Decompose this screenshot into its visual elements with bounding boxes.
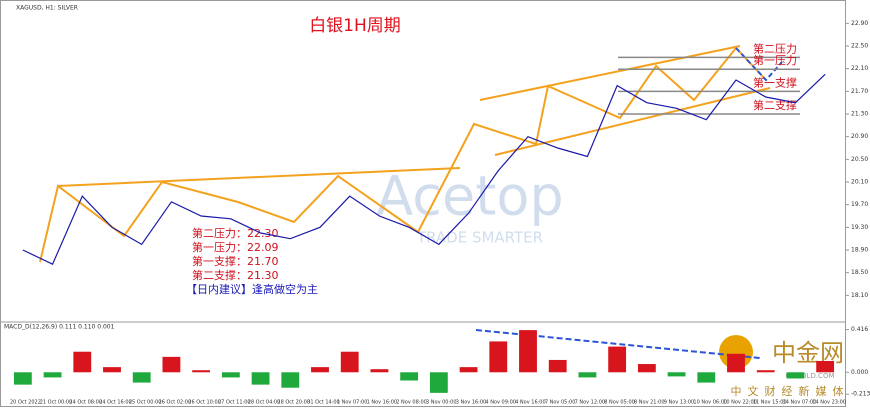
macd-bar	[370, 369, 389, 373]
x-tick-label: 3 Nov 16:00	[456, 400, 487, 406]
x-tick-label: 4 Nov 16:00	[515, 400, 546, 406]
x-tick-label: 4 Nov 09:00	[485, 400, 516, 406]
level-label: 第一支撑：21.70	[192, 254, 279, 268]
chart-title: 白银1H周期	[309, 16, 401, 36]
macd-bar	[103, 367, 121, 373]
x-tick-label: 26 Oct 10:00	[188, 400, 221, 406]
watermark: Acetop TRADE SMARTER	[376, 165, 563, 247]
level-name: 第二压力	[753, 41, 797, 55]
y-tick-label: 22.10	[851, 65, 868, 72]
macd-bar	[816, 360, 835, 373]
site-url: CNGOLD.COM	[785, 372, 834, 380]
x-tick-label: 24 Oct 08:00	[69, 400, 102, 406]
macd-bar	[519, 330, 537, 373]
macd-bar	[489, 341, 508, 373]
macd-bar	[311, 367, 329, 373]
y-tick-label: 22.50	[851, 43, 868, 50]
y-tick-label: 18.90	[851, 247, 868, 254]
macd-bar	[192, 370, 211, 373]
level-name: 第一支撑	[753, 75, 797, 89]
price-line	[22, 73, 826, 265]
x-tick-label: 26 Oct 02:00	[159, 400, 192, 406]
macd-bar	[43, 372, 62, 378]
x-tick-label: 25 Oct 00:00	[129, 400, 162, 406]
x-tick-label: 2 Nov 08:00	[396, 400, 427, 406]
macd-bar	[340, 351, 359, 373]
forecast-path	[735, 47, 783, 82]
macd-label: MACD_D(12,26,9) 0.111 0.110 0.001	[4, 324, 115, 331]
y-tick-label: 21.70	[851, 88, 868, 95]
x-tick-label: 8 Nov 21:00	[634, 400, 665, 406]
y-tick-label: 20.90	[851, 133, 868, 140]
x-tick-label: 27 Oct 11:00	[218, 400, 251, 406]
level-name: 第二支撑	[753, 98, 797, 112]
frame	[0, 0, 846, 407]
x-tick-label: 20 Oct 2022	[10, 400, 41, 406]
watermark-brand: Acetop	[376, 165, 563, 228]
macd-bar	[400, 372, 419, 381]
x-tick-label: 9 Nov 13:00	[664, 400, 695, 406]
x-tick-label: 14 Nov 07:00	[783, 400, 817, 406]
macd-bar	[637, 364, 656, 373]
x-tick-label: 10 Nov 22:00	[723, 400, 757, 406]
macd-bar	[251, 372, 270, 385]
macd-bar	[578, 372, 597, 378]
macd-bar	[548, 359, 567, 373]
y-tick-label: 19.30	[851, 224, 868, 231]
macd-bar	[697, 372, 716, 383]
wave-path	[39, 46, 767, 263]
x-tick-label: 3 Nov 00:00	[426, 400, 457, 406]
advice: 【日内建议】逢高做空为主	[186, 282, 318, 296]
macd-bar	[281, 372, 300, 388]
x-tick-label: 1 Nov 07:00	[337, 400, 368, 406]
y-tick-label: 20.10	[851, 179, 868, 186]
x-tick-label: 11 Nov 15:00	[753, 400, 787, 406]
y-tick-label: -0.213	[851, 391, 870, 398]
symbol-header: XAGUSD, H1: SILVER	[16, 5, 78, 12]
site-tag: 中文财经新媒体	[731, 384, 850, 398]
x-tick-label: 31 Oct 14:00	[307, 400, 340, 406]
trend-line	[57, 167, 461, 187]
x-tick-label: 7 Nov 05:00	[545, 400, 576, 406]
x-tick-label: 14 Nov 23:00	[812, 400, 846, 406]
macd-bar	[221, 372, 240, 378]
watermark-slogan: TRADE SMARTER	[416, 229, 543, 247]
y-tick-label: 0.416	[851, 326, 868, 333]
x-tick-label: 28 Oct 04:00	[248, 400, 281, 406]
macd-bar	[756, 370, 775, 373]
macd-bar	[73, 351, 92, 373]
macd-bar	[459, 367, 478, 373]
level-label: 第二压力：22.30	[192, 226, 279, 240]
x-tick-label: 21 Oct 00:00	[40, 400, 73, 406]
level-name: 第一压力	[753, 53, 797, 67]
x-tick-label: 7 Nov 12:00	[575, 400, 606, 406]
macd-bar	[13, 372, 32, 385]
y-tick-label: 21.30	[851, 111, 868, 118]
y-tick-label: 20.50	[851, 156, 868, 163]
y-tick-label: 18.10	[851, 292, 868, 299]
macd-bar	[667, 372, 686, 377]
x-tick-label: 28 Oct 20:00	[277, 400, 310, 406]
macd-bar	[786, 372, 805, 379]
channel-bottom	[494, 87, 771, 156]
macd-bar	[162, 356, 181, 373]
macd-bar	[727, 353, 745, 373]
trend-channels	[39, 45, 771, 263]
macd-bar	[429, 372, 448, 393]
y-tick-label: 0.000	[851, 369, 868, 376]
x-tick-label: 1 Nov 16:00	[367, 400, 398, 406]
x-tick-label: 8 Nov 05:00	[604, 400, 635, 406]
y-tick-label: 18.50	[851, 269, 868, 276]
macd-bar	[132, 372, 151, 383]
macd-bar	[608, 346, 627, 373]
y-tick-label: 22.90	[851, 20, 868, 27]
level-label: 第一压力：22.09	[192, 240, 279, 254]
x-tick-label: 24 Oct 16:00	[99, 400, 132, 406]
x-tick-label: 10 Nov 06:00	[693, 400, 727, 406]
channel-top	[479, 45, 741, 101]
y-tick-label: 19.70	[851, 201, 868, 208]
level-label: 第二支撑：21.30	[192, 268, 279, 282]
